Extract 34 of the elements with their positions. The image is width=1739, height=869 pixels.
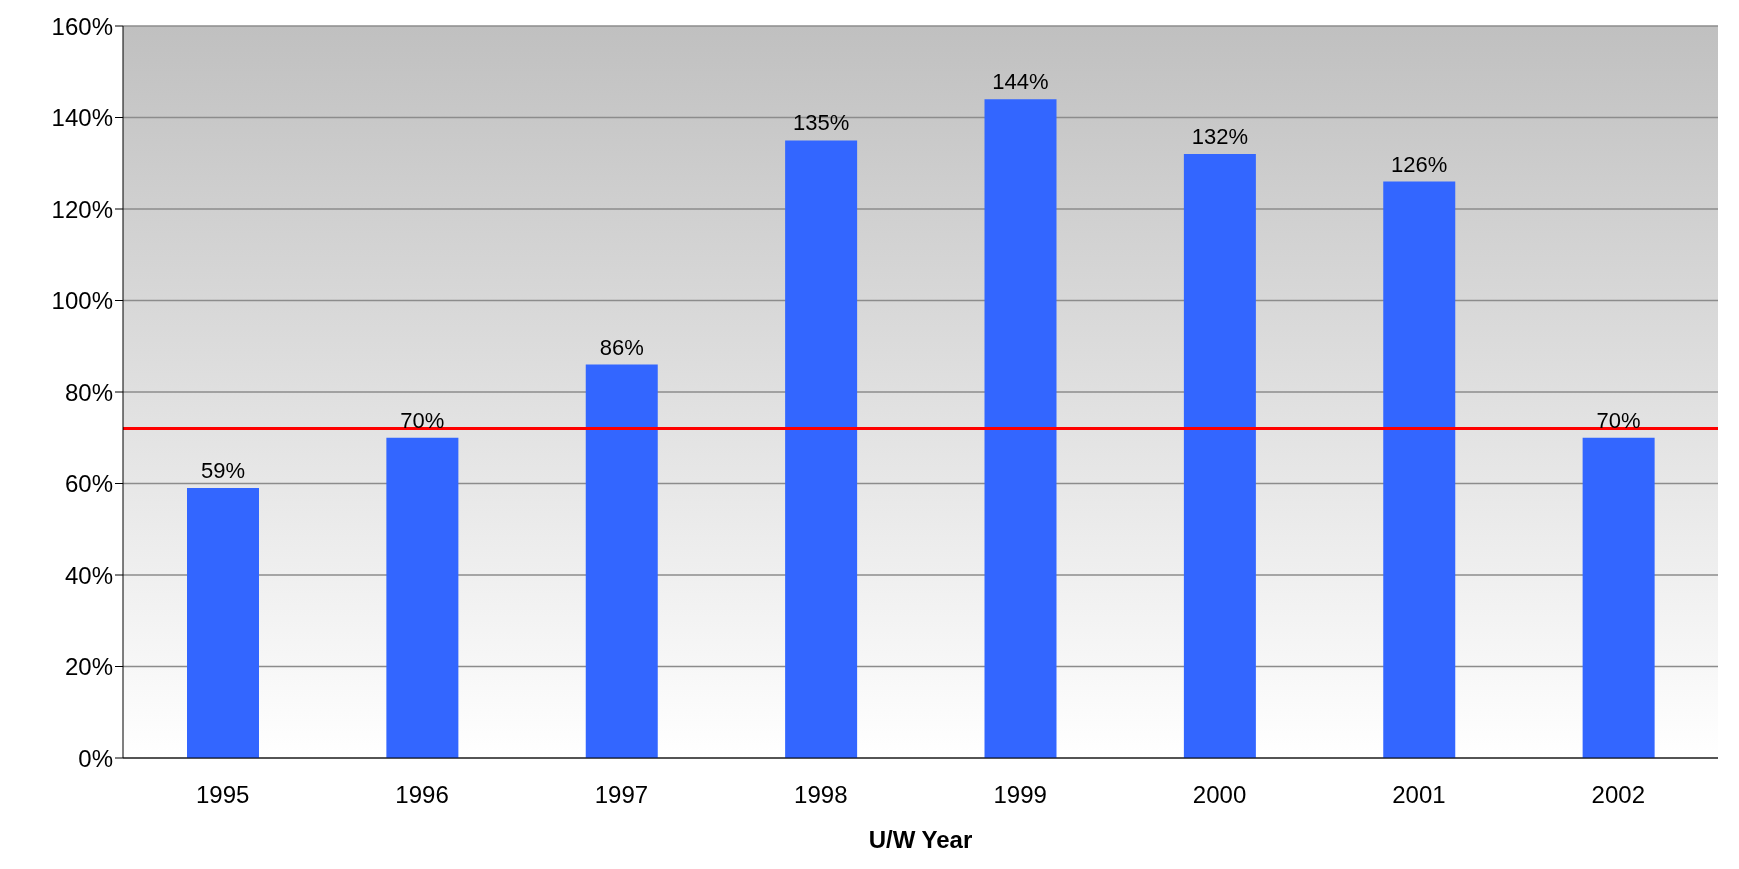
- data-label: 132%: [1191, 124, 1249, 150]
- x-tick-label: 2000: [1192, 781, 1247, 809]
- y-tick-label: 60%: [64, 470, 113, 498]
- y-tick-label: 140%: [51, 104, 113, 132]
- y-tick-label: 20%: [64, 653, 113, 681]
- x-tick-label: 1998: [794, 781, 848, 809]
- x-axis-title: U/W Year: [868, 826, 973, 853]
- data-label: 70%: [1596, 407, 1641, 433]
- data-label: 135%: [792, 110, 850, 136]
- x-tick-label: 2001: [1392, 781, 1446, 809]
- bar: [785, 140, 858, 758]
- y-tick-label: 0%: [78, 744, 113, 772]
- y-tick-label: 40%: [64, 561, 113, 589]
- y-tick-label: 80%: [64, 378, 113, 406]
- data-label: 70%: [400, 407, 445, 433]
- bar: [1582, 437, 1655, 758]
- x-tick-label: 1997: [594, 781, 649, 809]
- bar: [585, 364, 658, 758]
- y-tick-label: 160%: [51, 12, 113, 40]
- bar: [187, 488, 259, 758]
- data-label: 86%: [599, 334, 644, 360]
- bar: [1183, 154, 1256, 758]
- x-tick-label: 1999: [993, 781, 1047, 809]
- y-tick-label: 100%: [51, 287, 113, 315]
- y-tick-label: 120%: [51, 195, 113, 223]
- bar: [984, 99, 1057, 758]
- x-tick-label: 1995: [195, 781, 250, 809]
- bar: [386, 437, 459, 758]
- x-tick-label: 1996: [395, 781, 449, 809]
- data-label: 59%: [200, 458, 246, 484]
- x-tick-label: 2002: [1591, 781, 1646, 809]
- bar: [1383, 181, 1456, 758]
- data-label: 144%: [992, 69, 1049, 95]
- data-label: 126%: [1391, 151, 1448, 177]
